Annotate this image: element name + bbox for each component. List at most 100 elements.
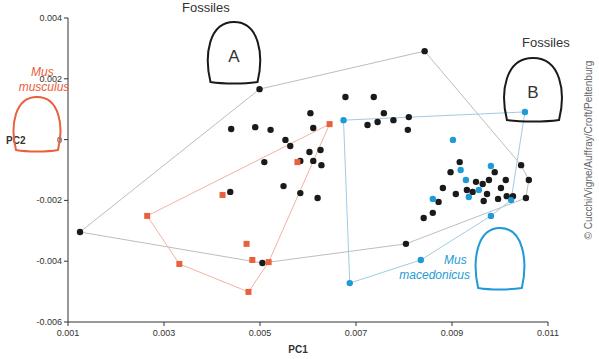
point [498,185,504,191]
point [347,280,353,286]
y-tick [64,200,68,201]
point [464,187,470,193]
point [421,48,427,54]
point [294,159,300,165]
point [435,199,441,205]
point [144,213,150,219]
x-tick-label: 0.009 [441,328,464,338]
point [480,181,486,187]
x-tick-label: 0.003 [153,328,176,338]
point [252,124,258,130]
annotation: Fossiles [182,0,230,15]
point [318,162,324,168]
point [266,259,272,265]
point [249,257,255,263]
point [297,190,303,196]
point [317,147,323,153]
x-tick-label: 0.011 [537,328,559,338]
point [480,198,486,204]
point [488,163,494,169]
point [259,260,265,266]
point [418,257,424,263]
point [282,137,288,143]
plot-area [77,48,532,295]
x-axis [68,322,548,323]
point [176,261,182,267]
point [466,194,472,200]
point [77,229,83,235]
point [456,159,462,165]
point [503,177,509,183]
point [430,210,436,216]
point [518,162,524,168]
point [310,158,316,164]
point [508,197,514,203]
point [447,169,453,175]
point [220,192,226,198]
point [406,114,412,120]
series-label-line: Mus [444,253,470,267]
x-tick-label: 0.007 [345,328,368,338]
point [310,125,316,131]
point [327,121,333,127]
point [463,177,469,183]
y-tick [64,18,68,19]
y-axis [68,18,69,322]
y-tick [64,261,68,262]
annotation: A [228,47,240,66]
x-axis-label: PC1 [288,344,308,355]
point [453,191,459,197]
hull [80,51,529,263]
annotation: B [527,83,538,102]
y-tick [64,139,68,140]
x-tick [452,322,453,326]
hull [344,112,525,283]
outline-musculus [14,97,61,152]
series-label: Mus macedonicus [399,253,470,282]
series-label-line: macedonicus [399,268,470,282]
point [473,179,479,185]
point [457,167,463,173]
point [280,183,286,189]
chart: 0.001 0.003 0.005 0.007 0.009 0.011 -0.006 -0.0… [0,0,599,359]
point [405,127,411,133]
series-label-line: Mus [31,65,57,79]
point [261,159,267,165]
point [488,213,494,219]
point [342,94,348,100]
point [476,187,482,193]
outline-b [504,58,562,122]
point [403,241,409,247]
point [256,86,262,92]
point [440,185,446,191]
point [486,177,492,183]
outline-a [208,22,260,84]
y-tick-label: -0.004 [36,256,62,266]
x-tick [260,322,261,326]
y-tick [64,322,68,323]
x-tick-label: 0.001 [57,328,80,338]
point [450,137,456,143]
annotation: Fossiles [522,35,570,50]
point [314,195,320,201]
x-tick [548,322,549,326]
point [522,109,528,115]
point [244,241,250,247]
point [227,189,233,195]
x-tick [164,322,165,326]
series-label: Mus musculus [19,65,70,94]
point [469,189,475,195]
x-tick [356,322,357,326]
point [371,94,377,100]
outline-macedonicus [476,228,525,290]
x-tick [68,322,69,326]
point [340,117,346,123]
point [287,143,293,149]
hull [147,124,329,292]
y-tick-label: -0.006 [36,317,62,327]
point [390,117,396,123]
point [492,169,498,175]
x-tick-label: 0.005 [249,328,272,338]
point [523,195,529,201]
series-label-line: musculus [19,80,70,94]
